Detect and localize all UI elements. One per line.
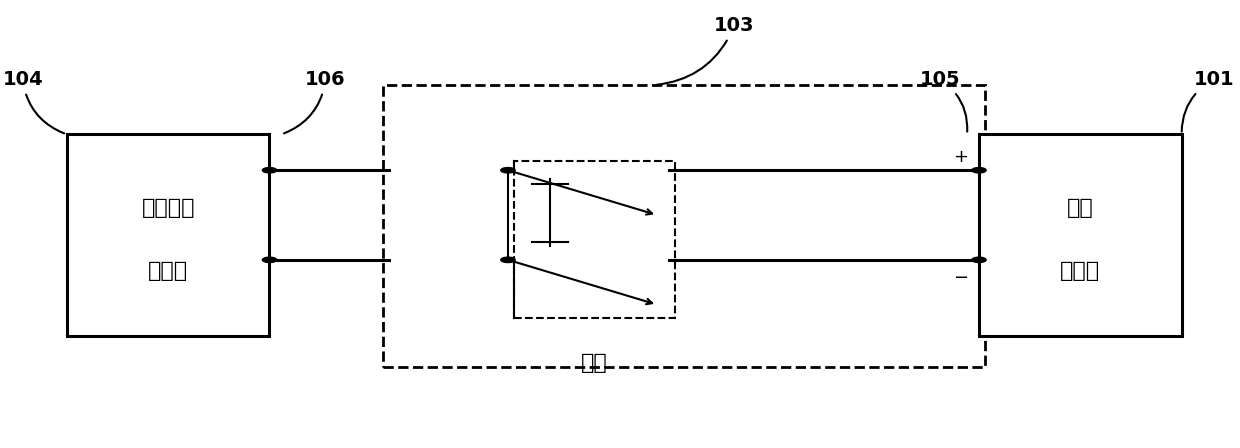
Circle shape (263, 168, 277, 173)
Text: 105: 105 (919, 70, 967, 132)
Text: 充电机: 充电机 (148, 261, 188, 281)
Circle shape (972, 168, 986, 173)
Text: 待测车载: 待测车载 (141, 198, 195, 218)
Text: 低压: 低压 (1066, 198, 1094, 218)
Bar (383, 85, 985, 367)
Bar (513, 161, 675, 318)
Text: 101: 101 (1182, 70, 1234, 132)
Circle shape (972, 257, 986, 263)
Bar (67, 134, 269, 336)
Text: 106: 106 (284, 70, 346, 134)
Text: 103: 103 (656, 17, 754, 85)
Text: 直流源: 直流源 (1060, 261, 1100, 281)
Bar (978, 134, 1182, 336)
Text: 开关: 开关 (582, 353, 608, 373)
Circle shape (501, 168, 515, 173)
Text: +: + (954, 148, 968, 166)
Text: 104: 104 (2, 70, 64, 134)
Circle shape (263, 257, 277, 263)
Circle shape (501, 257, 515, 263)
Text: −: − (954, 269, 968, 287)
